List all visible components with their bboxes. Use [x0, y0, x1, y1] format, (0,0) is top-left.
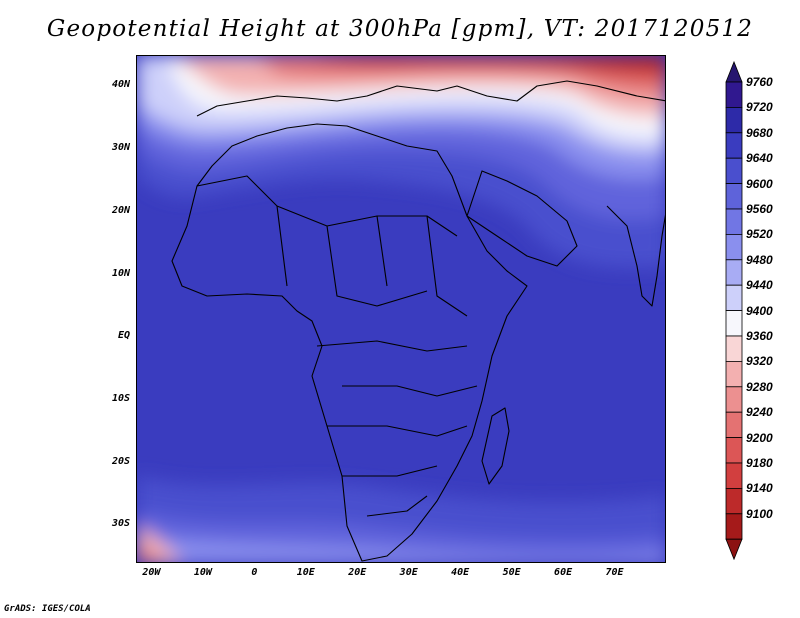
colorbar-swatch	[725, 132, 743, 159]
colorbar-swatch	[725, 386, 743, 413]
colorbar-level-label: 9360	[746, 329, 773, 343]
colorbar-level-label: 9240	[746, 405, 773, 420]
lon-tick-label: 10E	[296, 567, 315, 578]
lon-tick-label: 10W	[193, 567, 212, 578]
colorbar-swatch	[725, 208, 743, 235]
lon-tick-label: 20W	[142, 567, 161, 578]
colorbar-swatch	[725, 310, 743, 337]
colorbar-swatch	[725, 437, 743, 464]
colorbar-swatch	[725, 284, 743, 311]
colorbar-swatch	[725, 487, 743, 515]
lat-tick-label: 30S	[111, 518, 130, 530]
lon-tick-label: 0	[251, 567, 258, 578]
colorbar	[725, 60, 743, 560]
lon-tick-label: 30E	[399, 567, 418, 578]
colorbar-swatch	[725, 335, 743, 362]
lon-tick-label: 70E	[605, 567, 624, 578]
lon-tick-label: 40E	[451, 567, 470, 578]
colorbar-level-label: 9560	[746, 202, 773, 216]
lat-tick-label: 20N	[111, 204, 130, 216]
lat-tick-label: 10S	[111, 392, 130, 404]
colorbar-level-label: 9400	[746, 303, 773, 318]
colorbar-level-label: 9760	[746, 75, 773, 89]
colorbar-level-label: 9440	[746, 278, 773, 293]
colorbar-bottom-arrow	[725, 538, 743, 560]
colorbar-swatch	[725, 513, 743, 540]
colorbar-level-label: 9200	[746, 430, 773, 445]
colorbar-level-label: 9180	[746, 456, 773, 470]
colorbar-top-arrow	[725, 60, 743, 83]
colorbar-swatch	[725, 233, 743, 261]
colorbar-level-label: 9480	[746, 252, 773, 267]
colorbar-level-label: 9140	[746, 481, 773, 496]
geopotential-field-map	[137, 56, 665, 562]
colorbar-swatch	[725, 183, 743, 210]
lat-tick-label: EQ	[117, 330, 130, 342]
colorbar-level-label: 9520	[746, 227, 773, 242]
lat-tick-label: 30N	[111, 142, 130, 154]
coastline-borders	[171, 80, 665, 562]
lon-tick-label: 60E	[554, 567, 573, 578]
colorbar-level-label: 9680	[746, 125, 773, 140]
lat-tick-label: 40N	[111, 79, 130, 91]
colorbar-swatch	[725, 259, 743, 286]
colorbar-swatch	[725, 81, 743, 108]
colorbar-level-label: 9640	[746, 151, 773, 166]
lon-tick-label: 50E	[502, 567, 521, 578]
lat-tick-label: 20S	[111, 455, 130, 467]
colorbar-swatch	[725, 411, 743, 439]
grads-credit: GrADS: IGES/COLA	[4, 604, 91, 614]
map-title: Geopotential Height at 300hPa [gpm], VT:…	[46, 16, 754, 42]
map-plot-area	[136, 55, 666, 563]
colorbar-level-label: 9280	[746, 379, 773, 394]
colorbar-level-label: 9720	[746, 100, 773, 115]
colorbar-level-label: 9100	[746, 506, 773, 521]
colorbar-swatch	[725, 360, 743, 388]
colorbar-swatch	[725, 157, 743, 184]
colorbar-level-label: 9320	[746, 354, 773, 369]
colorbar-level-label: 9600	[746, 176, 773, 191]
lat-tick-label: 10N	[111, 267, 130, 279]
lon-tick-label: 20E	[348, 567, 367, 578]
colorbar-swatch	[725, 107, 743, 134]
colorbar-swatch	[725, 462, 743, 489]
height-contour-fill	[137, 56, 665, 562]
